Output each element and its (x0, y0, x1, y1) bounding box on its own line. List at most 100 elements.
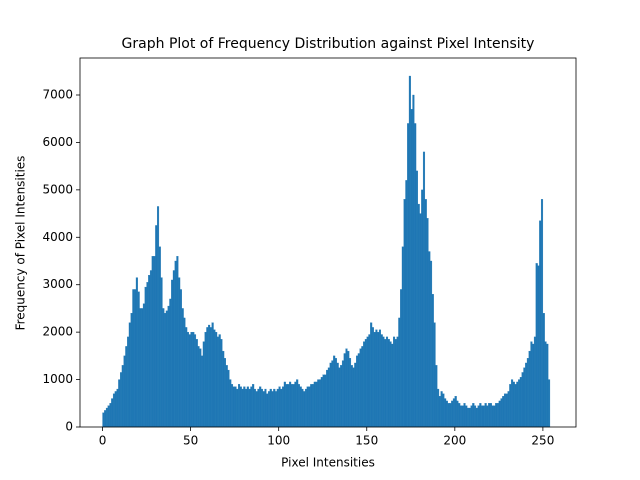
bar (160, 277, 163, 428)
bar (158, 246, 161, 428)
bar (433, 322, 436, 428)
bar (449, 403, 452, 428)
bar (438, 396, 441, 428)
bar (479, 403, 482, 428)
bar (430, 260, 433, 428)
bar (149, 270, 153, 428)
bar (289, 381, 292, 428)
bar (303, 391, 306, 428)
bar (474, 405, 477, 428)
bar (415, 170, 418, 428)
bar (437, 388, 440, 428)
bar (105, 407, 108, 428)
bar (179, 289, 182, 428)
bar (146, 282, 149, 428)
bar (208, 324, 211, 428)
bar (530, 341, 533, 428)
bar (130, 313, 133, 428)
bar (444, 398, 447, 428)
bar (331, 360, 334, 428)
bar (206, 327, 209, 428)
bar (535, 263, 538, 428)
bar (326, 369, 329, 428)
bar (280, 388, 283, 428)
bar (542, 313, 545, 428)
bar (333, 355, 336, 428)
bar (364, 339, 367, 428)
x-tick-label: 0 (99, 434, 107, 448)
bar (142, 303, 145, 428)
bar (466, 407, 470, 428)
bar (454, 396, 457, 428)
bar (259, 386, 262, 428)
bar (116, 388, 119, 428)
bar (396, 336, 399, 428)
bar (114, 391, 117, 428)
bar (405, 180, 408, 428)
bar (245, 388, 248, 428)
bar (412, 94, 415, 428)
bar (424, 199, 427, 428)
bar (414, 123, 417, 428)
bar (266, 393, 269, 428)
bar (375, 329, 378, 428)
bar (255, 391, 258, 428)
bar (518, 379, 521, 428)
bar (410, 109, 413, 428)
bar (171, 279, 174, 428)
bar (174, 260, 177, 428)
bar (250, 386, 253, 428)
bar (452, 398, 455, 428)
bar (317, 379, 320, 428)
bar (516, 381, 519, 428)
bar (435, 365, 438, 428)
bar (253, 388, 256, 428)
bar (292, 384, 295, 428)
bar (393, 336, 396, 428)
bar (227, 369, 230, 428)
bar (370, 322, 373, 428)
x-tick-label: 100 (267, 434, 290, 448)
bar (408, 75, 411, 428)
bar (123, 355, 126, 428)
bar (306, 386, 309, 428)
bar (153, 256, 156, 428)
bar (262, 391, 265, 428)
bar (299, 386, 302, 428)
bar (324, 374, 327, 428)
bar (361, 346, 364, 428)
bar (282, 386, 285, 428)
bar (385, 336, 389, 428)
bar (347, 350, 350, 428)
bar (363, 341, 366, 428)
bar (304, 388, 308, 428)
x-tick-label: 150 (355, 434, 378, 448)
bar (220, 339, 223, 428)
bar (329, 362, 332, 428)
bar (109, 403, 112, 428)
bar (112, 393, 116, 428)
bar (502, 396, 505, 428)
bar (387, 339, 390, 428)
bar (539, 220, 542, 428)
bar (403, 199, 406, 428)
bar (283, 381, 286, 428)
bar (488, 403, 491, 428)
bar (172, 270, 175, 428)
bar (352, 367, 355, 428)
bar (216, 336, 219, 428)
bar (141, 308, 144, 428)
bar (181, 308, 184, 428)
bar (213, 329, 216, 428)
bar (507, 391, 510, 428)
bar (343, 353, 346, 428)
bar (336, 362, 339, 428)
bar (127, 336, 130, 428)
x-tick-label: 50 (183, 434, 198, 448)
bar (248, 388, 251, 428)
bar (421, 189, 424, 428)
bar (509, 384, 512, 428)
bar (533, 336, 536, 428)
bar (239, 386, 242, 428)
bar (275, 391, 278, 428)
